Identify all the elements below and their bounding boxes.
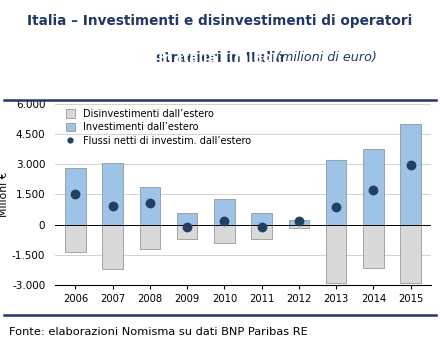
Point [72, 191, 79, 197]
Bar [140, 225, 160, 249]
Point [184, 224, 191, 230]
Point [221, 218, 228, 224]
Point [147, 200, 154, 205]
Text: Fonte: elaborazioni Nomisma su dati BNP Paribas RE: Fonte: elaborazioni Nomisma su dati BNP … [9, 327, 308, 337]
Bar [289, 220, 309, 225]
Bar [400, 225, 421, 283]
Y-axis label: Milioni €: Milioni € [0, 172, 9, 217]
Point [258, 224, 265, 230]
Point [295, 218, 302, 224]
Point [333, 204, 340, 209]
Bar [252, 213, 272, 225]
Bar [177, 213, 198, 225]
Bar [326, 160, 346, 225]
Point [370, 188, 377, 193]
Bar [103, 163, 123, 225]
Text: stranieri in Italia  (milioni di euro): stranieri in Italia (milioni di euro) [88, 51, 352, 65]
Bar [289, 225, 309, 228]
Bar [177, 225, 198, 239]
Bar [140, 187, 160, 225]
Text: Italia – Investimenti e disinvestimenti di operatori: Italia – Investimenti e disinvestimenti … [27, 14, 413, 28]
Bar [363, 149, 384, 225]
Point [407, 163, 414, 168]
Legend: Disinvestimenti dall’estero, Investimenti dall’estero, Flussi netti di investim.: Disinvestimenti dall’estero, Investiment… [64, 107, 253, 147]
Bar [363, 225, 384, 268]
Text: stranieri in Italia: stranieri in Italia [156, 51, 284, 65]
Bar [400, 124, 421, 225]
Bar [65, 225, 86, 252]
Bar [252, 225, 272, 239]
Point [109, 203, 116, 208]
Bar [65, 168, 86, 225]
Text: (milioni di euro): (milioni di euro) [276, 51, 377, 64]
Bar [326, 225, 346, 283]
Bar [214, 225, 235, 243]
Bar [214, 199, 235, 225]
Bar [103, 225, 123, 269]
